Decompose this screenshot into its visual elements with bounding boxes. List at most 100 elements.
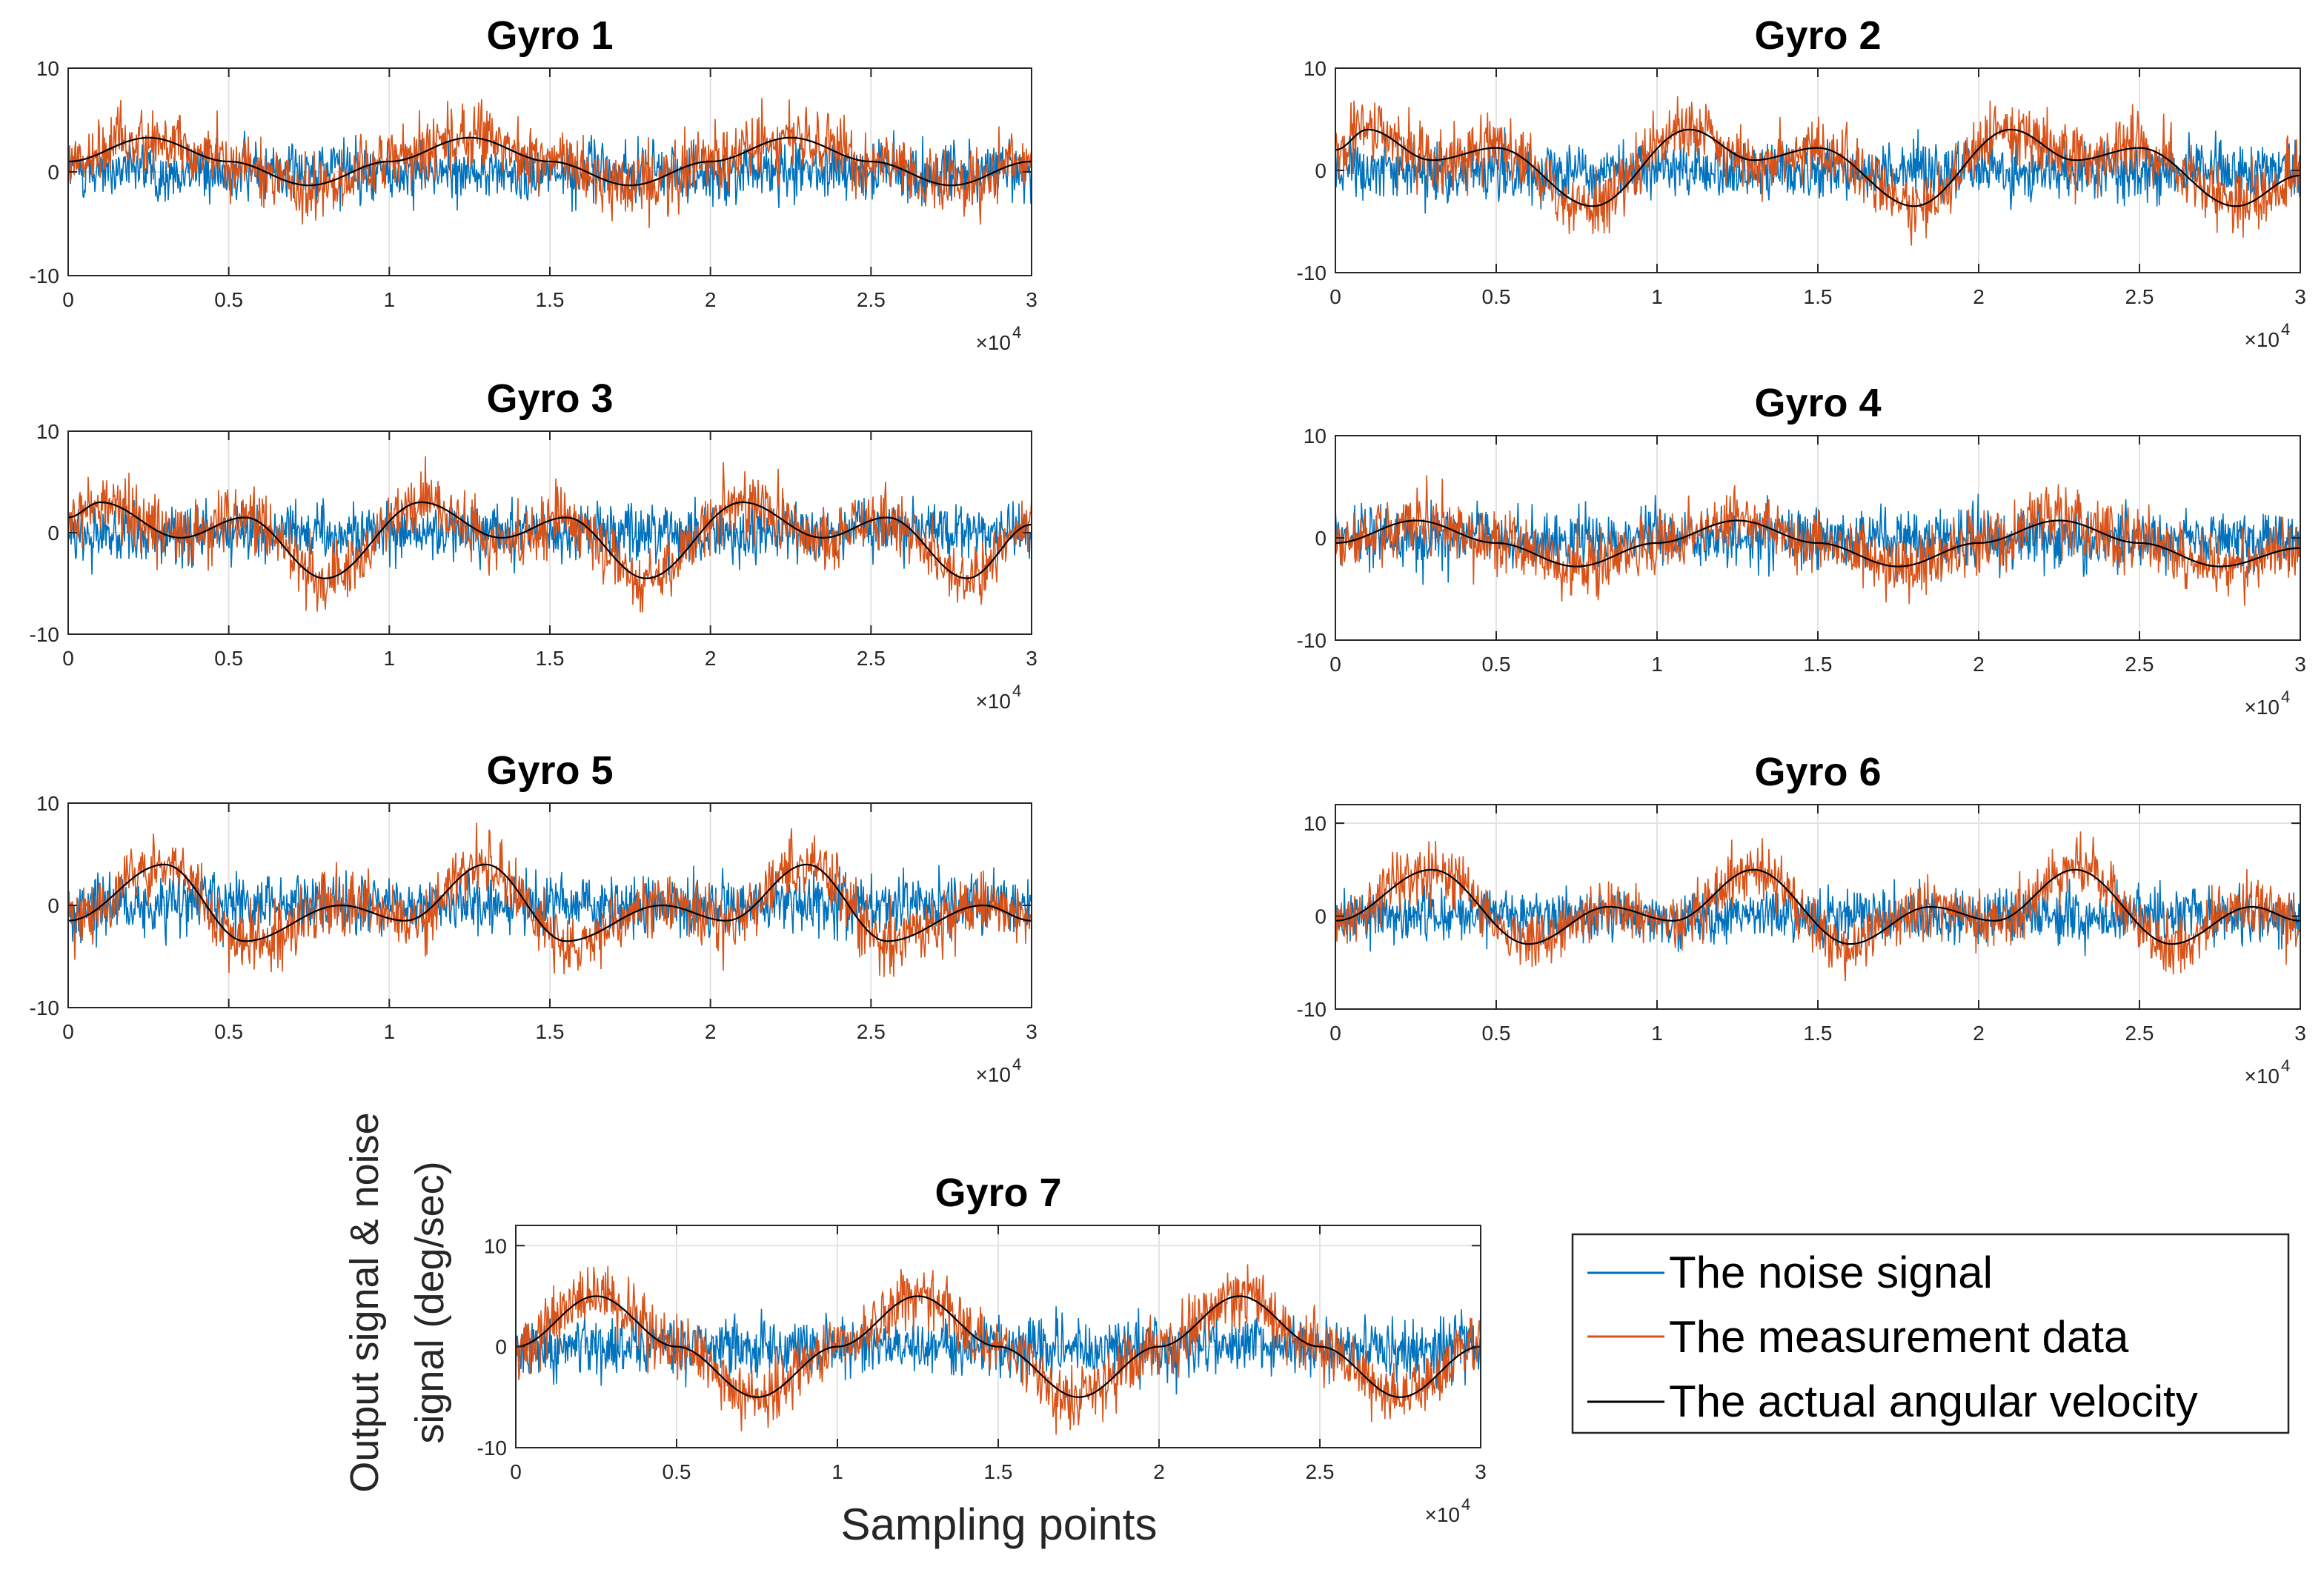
x-tick-label: 3 xyxy=(1026,288,1038,311)
x-tick-label: 2 xyxy=(1153,1460,1165,1483)
panel-title: Gyro 4 xyxy=(1754,381,1881,425)
y-tick-label: 0 xyxy=(47,894,59,917)
y-tick-label: 0 xyxy=(1315,159,1327,182)
x-tick-label: 1.5 xyxy=(984,1460,1013,1483)
actual-angular-velocity-line xyxy=(515,1295,1481,1398)
x-exponent-label: ×10 xyxy=(976,1063,1012,1086)
x-exponent-power: 4 xyxy=(2281,320,2290,339)
y-tick-label: 10 xyxy=(36,792,59,815)
x-tick-label: 2.5 xyxy=(857,288,886,311)
x-tick-label: 1 xyxy=(1651,1022,1663,1045)
y-tick-label: -10 xyxy=(30,623,59,646)
actual-angular-velocity-line xyxy=(67,863,1032,942)
y-tick-label: 10 xyxy=(1304,57,1327,80)
panel-title: Gyro 5 xyxy=(486,748,613,793)
x-exponent-power: 4 xyxy=(1012,1055,1021,1074)
actual-angular-velocity-line xyxy=(67,136,1032,187)
measurement-data-line xyxy=(67,456,1032,613)
x-exponent-power: 4 xyxy=(2281,688,2290,706)
y-tick-label: 10 xyxy=(1304,812,1327,835)
legend-label-noise: The noise signal xyxy=(1669,1248,1993,1297)
x-tick-label: 2.5 xyxy=(857,1020,886,1043)
x-tick-label: 0 xyxy=(510,1460,522,1483)
y-tick-label: 10 xyxy=(484,1234,507,1257)
x-tick-label: 3 xyxy=(2294,653,2306,676)
x-tick-label: 2 xyxy=(1973,285,1985,308)
legend: The noise signal The measurement data Th… xyxy=(1571,1233,2290,1434)
x-tick-label: 1.5 xyxy=(1804,285,1833,308)
x-tick-label: 3 xyxy=(1026,1020,1038,1043)
x-tick-label: 1 xyxy=(831,1460,843,1483)
y-tick-label: -10 xyxy=(30,264,59,287)
x-exponent-power: 4 xyxy=(1012,323,1021,342)
x-tick-label: 2 xyxy=(705,1020,717,1043)
x-tick-label: 1 xyxy=(384,1020,396,1043)
x-exponent-label: ×10 xyxy=(2245,696,2280,719)
x-tick-label: 0 xyxy=(1329,653,1341,676)
x-exponent-power: 4 xyxy=(1012,682,1021,700)
x-tick-label: 1.5 xyxy=(1804,1022,1833,1045)
x-tick-label: 2.5 xyxy=(2125,653,2154,676)
noise-signal-line xyxy=(1335,127,2301,214)
x-tick-label: 0.5 xyxy=(214,1020,243,1043)
panel-title: Gyro 2 xyxy=(1754,13,1881,58)
y-tick-label: 0 xyxy=(47,161,59,184)
x-tick-label: 2 xyxy=(1973,653,1985,676)
x-tick-label: 0 xyxy=(62,647,74,670)
measurement-data-line xyxy=(67,98,1032,228)
x-tick-label: 0.5 xyxy=(1482,653,1511,676)
x-exponent-label: ×10 xyxy=(976,690,1012,713)
actual-angular-velocity-line xyxy=(1335,128,2301,207)
measurement-data-line xyxy=(1335,96,2301,246)
x-tick-label: 2.5 xyxy=(1306,1460,1335,1483)
x-tick-label: 2 xyxy=(705,647,717,670)
x-exponent-power: 4 xyxy=(1461,1495,1470,1514)
actual-angular-velocity-line xyxy=(1335,519,2301,568)
x-tick-label: 2.5 xyxy=(2125,1022,2154,1045)
measurement-data-line xyxy=(515,1264,1481,1435)
legend-box xyxy=(1571,1233,2290,1434)
y-tick-label: -10 xyxy=(30,996,59,1019)
noise-signal-line xyxy=(67,130,1032,212)
x-tick-label: 0 xyxy=(1329,285,1341,308)
x-exponent-label: ×10 xyxy=(976,331,1012,354)
x-tick-label: 0.5 xyxy=(1482,1022,1511,1045)
legend-label-actual: The actual angular velocity xyxy=(1669,1377,2198,1426)
x-tick-label: 0 xyxy=(62,1020,74,1043)
y-tick-label: 10 xyxy=(1304,425,1327,447)
shared-x-label: Sampling points xyxy=(841,1500,1158,1549)
y-tick-label: -10 xyxy=(1297,629,1327,652)
x-exponent-power: 4 xyxy=(2281,1056,2290,1075)
x-tick-label: 2.5 xyxy=(2125,285,2154,308)
y-tick-label: 0 xyxy=(47,522,59,545)
panel-title: Gyro 7 xyxy=(934,1171,1061,1215)
y-tick-label: 0 xyxy=(1315,905,1327,928)
x-tick-label: 3 xyxy=(1026,647,1038,670)
x-tick-label: 3 xyxy=(2294,1022,2306,1045)
x-tick-label: 1.5 xyxy=(1804,653,1833,676)
y-tick-label: 10 xyxy=(36,57,59,80)
x-tick-label: 1.5 xyxy=(536,1020,565,1043)
y-tick-label: 0 xyxy=(1315,527,1327,550)
x-tick-label: 2 xyxy=(705,288,717,311)
panel-title: Gyro 1 xyxy=(486,13,613,58)
panel-title: Gyro 6 xyxy=(1754,750,1881,794)
noise-signal-line xyxy=(67,865,1032,948)
noise-signal-line xyxy=(67,496,1032,576)
y-tick-label: 10 xyxy=(36,420,59,443)
y-tick-label: -10 xyxy=(1297,262,1327,284)
x-tick-label: 0.5 xyxy=(1482,285,1511,308)
measurement-data-line xyxy=(1335,475,2301,606)
x-tick-label: 1.5 xyxy=(536,288,565,311)
x-tick-label: 3 xyxy=(1475,1460,1487,1483)
x-tick-label: 0.5 xyxy=(214,647,243,670)
shared-y-label-line1: Output signal & noise xyxy=(342,1112,387,1492)
x-tick-label: 1 xyxy=(1651,285,1663,308)
x-tick-label: 3 xyxy=(2294,285,2306,308)
